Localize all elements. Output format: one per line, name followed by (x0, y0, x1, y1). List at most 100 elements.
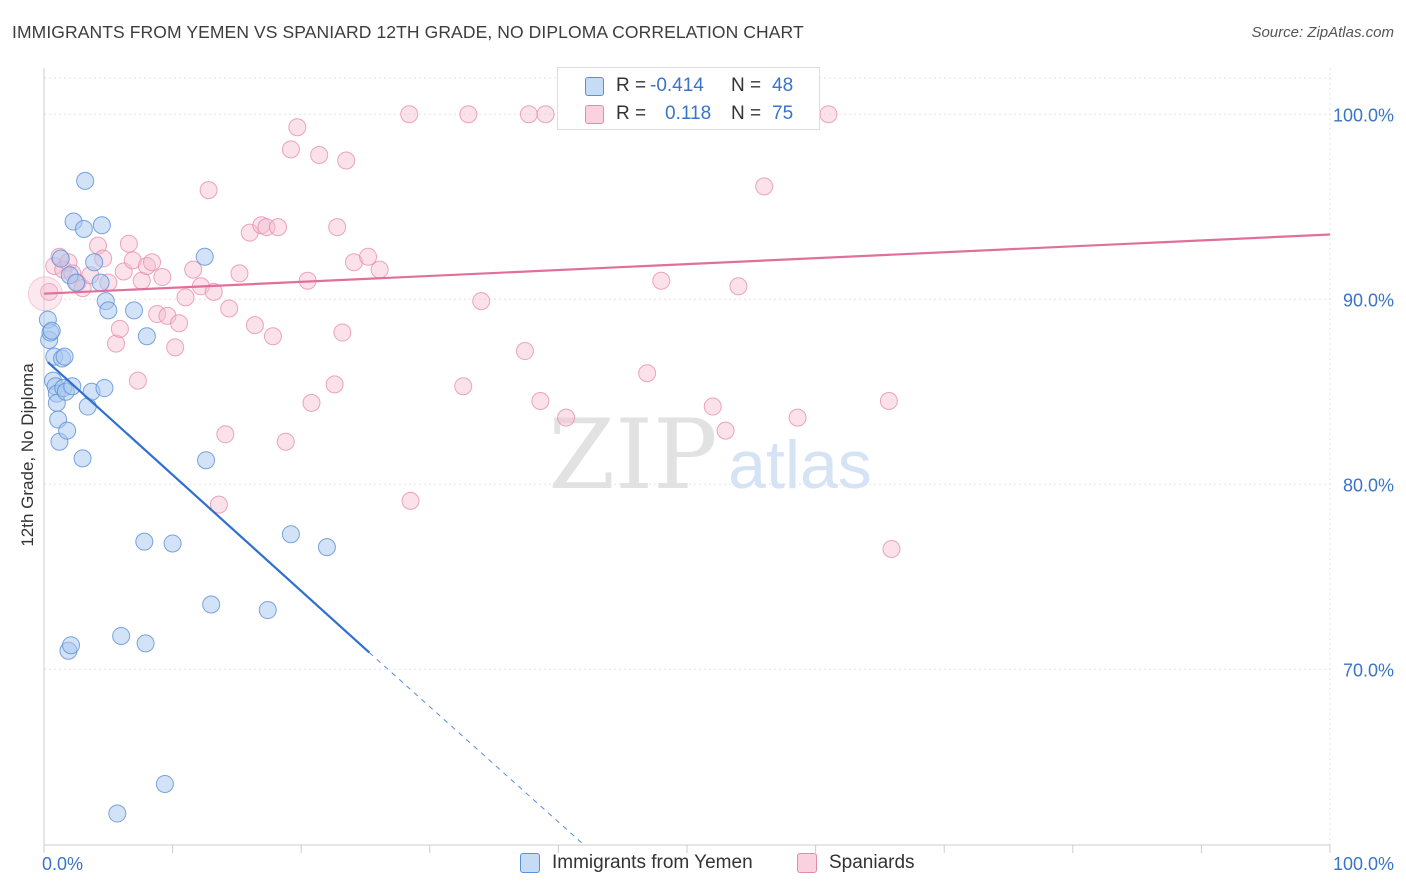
spaniards-point-52 (359, 247, 378, 266)
yemen-point-40 (155, 774, 174, 793)
y-tick-label-0: 100.0% (1333, 105, 1394, 125)
spaniards-swatch (585, 105, 604, 124)
watermark: ZIP atlas (548, 399, 871, 511)
spaniards-point-61 (531, 392, 550, 410)
spaniards-points (27, 105, 901, 558)
spaniards-point-19 (137, 256, 156, 275)
yemen-point-33 (99, 301, 118, 320)
spaniards-n-label: N = (731, 103, 762, 124)
spaniards-point-47 (325, 375, 344, 394)
legend-label-spaniards: Spaniards (829, 852, 915, 873)
spaniards-point-42 (281, 140, 300, 159)
spaniards-point-56 (454, 377, 473, 396)
spaniards-point-12 (107, 334, 126, 353)
yemen-point-20 (63, 377, 82, 396)
legend-swatch-spaniards (797, 853, 817, 873)
spaniards-point-25 (170, 314, 189, 333)
yemen-point-24 (74, 219, 93, 238)
tick-labels: 100.0% 90.0% 80.0% 70.0% 0.0% 100.0% 12th Grad… (18, 105, 1394, 874)
yemen-point-22 (67, 273, 86, 292)
yemen-point-28 (85, 253, 104, 272)
yemen-point-30 (92, 216, 111, 235)
spaniards-point-43 (288, 118, 307, 137)
legend-item-yemen[interactable]: Immigrants from Yemen (520, 852, 753, 874)
y-axis-title: 12th Grade, No Diploma (18, 363, 37, 547)
spaniards-point-27 (184, 260, 203, 279)
spaniards-point-36 (245, 316, 264, 335)
spaniards-trend-line (43, 233, 1331, 295)
watermark-atlas: atlas (728, 427, 872, 503)
spaniards-point-17 (128, 371, 147, 390)
yemen-swatch (585, 77, 604, 96)
yemen-point-14 (55, 347, 74, 366)
spaniards-point-26 (176, 288, 195, 307)
spaniards-point-51 (344, 253, 363, 272)
yemen-point-31 (95, 379, 114, 398)
spaniards-point-50 (337, 151, 356, 170)
spaniards-point-22 (153, 268, 172, 287)
spaniards-point-31 (209, 495, 228, 514)
legend-item-spaniards[interactable]: Spaniards (797, 852, 915, 874)
x-tick-label-1: 100.0% (1333, 854, 1394, 874)
spaniards-point-45 (302, 393, 321, 412)
spaniards-point-40 (269, 218, 288, 237)
yemen-points (38, 171, 336, 823)
yemen-point-37 (135, 532, 154, 551)
spaniards-point-24 (166, 338, 185, 357)
y-tick-label-3: 70.0% (1343, 660, 1394, 680)
spaniards-point-66 (652, 271, 671, 290)
spaniards-point-41 (276, 432, 295, 451)
yemen-trend-extension (369, 652, 585, 846)
yemen-point-42 (195, 247, 214, 266)
spaniards-point-53 (370, 260, 389, 279)
stats-row-yemen: R = -0.414 N = 48 (558, 71, 821, 101)
spaniards-point-54 (400, 105, 419, 124)
spaniards-point-60 (519, 105, 538, 124)
spaniards-point-74 (882, 540, 901, 558)
chart-title: IMMIGRANTS FROM YEMEN VS SPANIARD 12TH G… (12, 22, 804, 42)
spaniards-r-value: 0.118 (665, 103, 712, 124)
x-tick-label-0: 0.0% (42, 854, 83, 874)
spaniards-point-49 (333, 323, 352, 342)
spaniards-point-0 (40, 282, 59, 301)
yemen-point-45 (258, 601, 277, 620)
yemen-point-38 (136, 634, 155, 653)
yemen-point-3 (42, 321, 61, 340)
spaniards-point-34 (230, 264, 249, 283)
spaniards-point-15 (119, 234, 138, 253)
yemen-point-36 (125, 301, 144, 320)
chart-source: Source: ZipAtlas.com (1251, 24, 1394, 41)
spaniards-point-57 (459, 105, 478, 124)
spaniards-point-69 (729, 277, 748, 296)
yemen-r-label: R = (616, 75, 647, 96)
yemen-point-25 (76, 171, 95, 190)
spaniards-n-value: 75 (772, 103, 794, 124)
yemen-n-label: N = (731, 75, 762, 96)
stats-row-spaniards: R = 0.118 N = 75 (558, 99, 821, 129)
spaniards-point-16 (123, 251, 142, 270)
spaniards-point-73 (879, 392, 898, 410)
stats-legend: R = -0.414 N = 48 R = 0.118 N = 75 (557, 67, 820, 130)
yemen-point-39 (137, 327, 156, 346)
spaniards-point-58 (472, 292, 491, 311)
spaniards-point-46 (310, 145, 329, 164)
axes (43, 68, 1331, 853)
spaniards-point-71 (788, 408, 807, 427)
spaniards-point-35 (240, 223, 259, 242)
yemen-point-47 (317, 538, 336, 557)
yemen-point-11 (51, 249, 70, 268)
spaniards-point-39 (263, 327, 282, 346)
yemen-trend-line (47, 361, 371, 654)
spaniards-point-70 (755, 177, 774, 196)
spaniards-point-65 (638, 364, 657, 383)
yemen-point-43 (197, 451, 216, 470)
trend-lines (43, 233, 1331, 846)
legend-swatch-yemen (520, 853, 540, 873)
spaniards-point-32 (216, 425, 235, 444)
spaniards-point-48 (328, 218, 347, 237)
spaniards-point-67 (703, 397, 722, 416)
yemen-point-35 (112, 626, 131, 645)
spaniards-point-33 (220, 299, 239, 318)
spaniards-point-20 (143, 253, 162, 272)
